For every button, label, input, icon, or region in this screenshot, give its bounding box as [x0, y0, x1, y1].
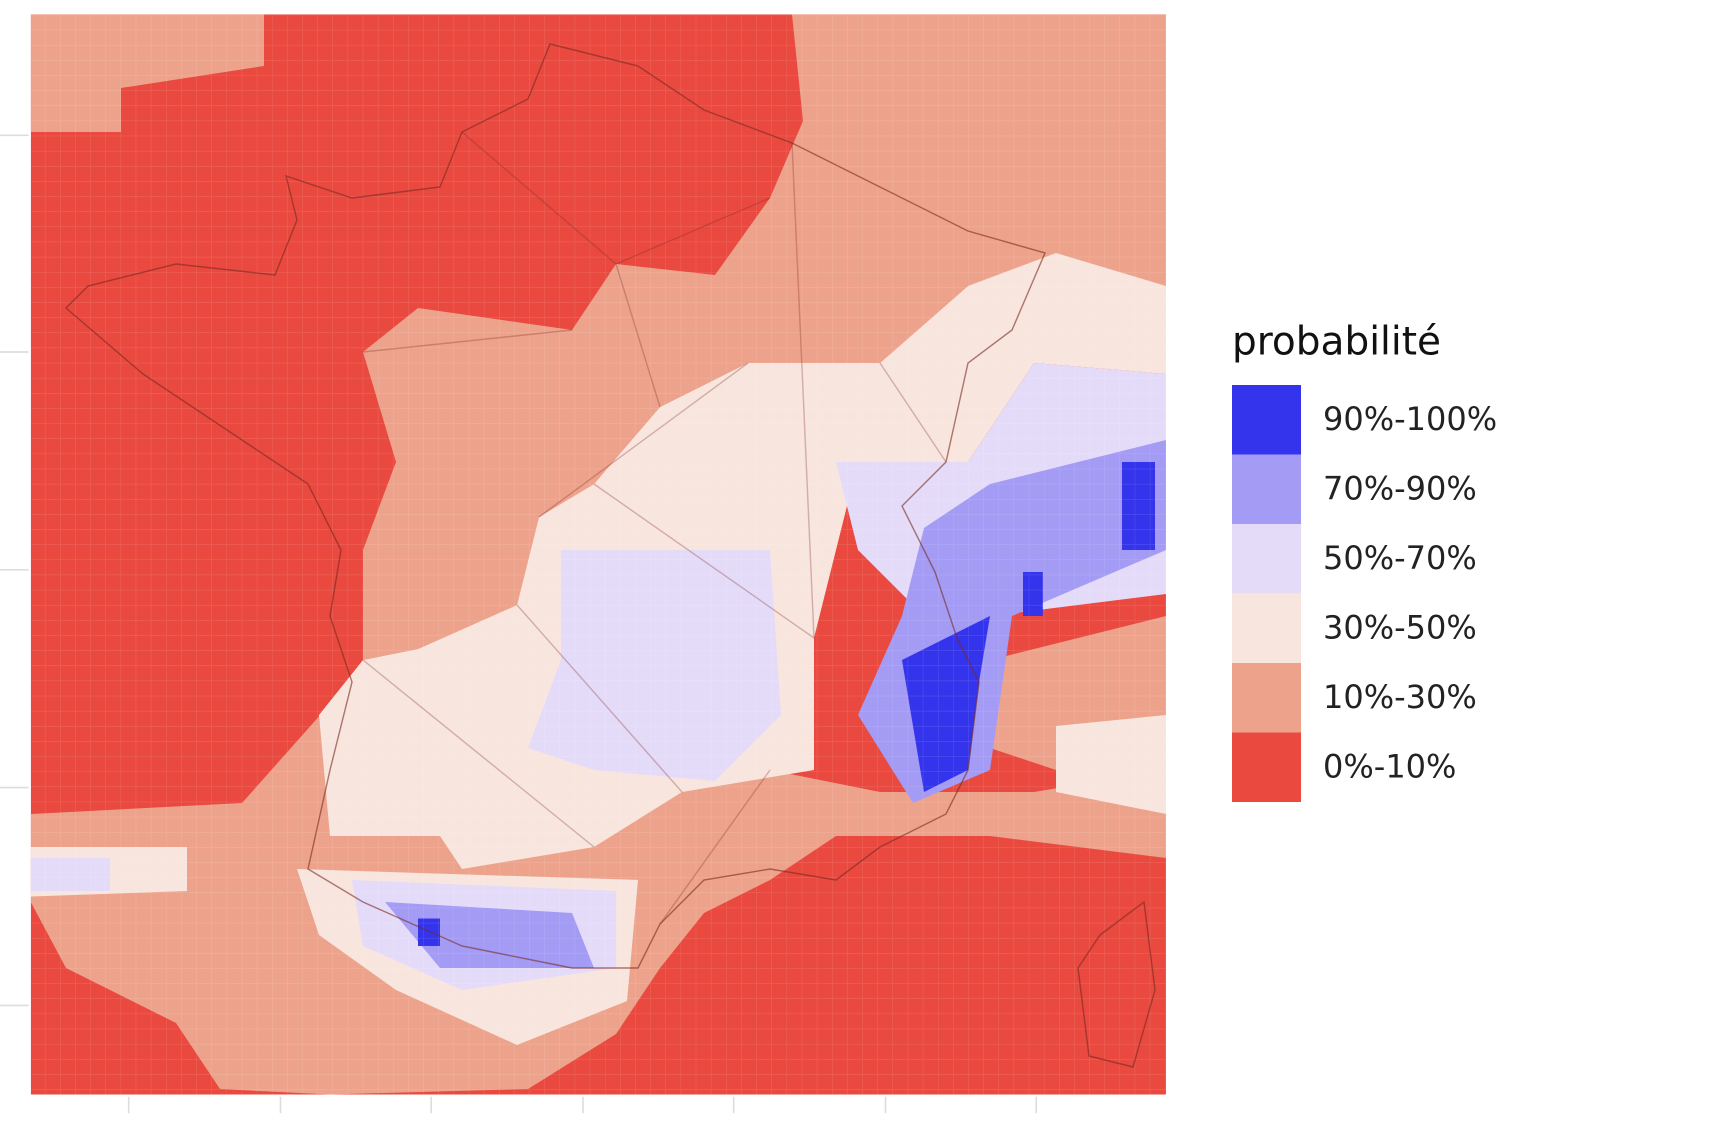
legend-label: 0%-10%	[1323, 747, 1456, 785]
legend-swatch	[1232, 732, 1301, 802]
borders	[64, 43, 1156, 1068]
legend-swatch	[1232, 385, 1301, 455]
grid-cells	[30, 14, 1166, 1095]
legend-label: 90%-100%	[1323, 400, 1497, 438]
legend-swatch	[1232, 454, 1301, 524]
map	[0, 14, 1167, 1114]
legend-label: 10%-30%	[1323, 678, 1477, 716]
axis-ticks	[0, 134, 1038, 1114]
probability-grid	[30, 14, 1167, 1095]
legend-label: 70%-90%	[1323, 469, 1477, 507]
legend-label: 30%-50%	[1323, 608, 1477, 646]
legend-title: probabilité	[1232, 320, 1441, 365]
legend-swatch	[1232, 593, 1301, 663]
legend-swatch	[1232, 663, 1301, 733]
legend: 90%-100% 70%-90% 50%-70% 30%-50% 10%-30% 0%-1…	[1232, 385, 1497, 802]
france-outline	[64, 43, 1046, 969]
legend-label: 50%-70%	[1323, 539, 1477, 577]
legend-swatch	[1232, 524, 1301, 594]
region-borders	[362, 131, 947, 925]
corsica-outline	[1077, 900, 1156, 1068]
